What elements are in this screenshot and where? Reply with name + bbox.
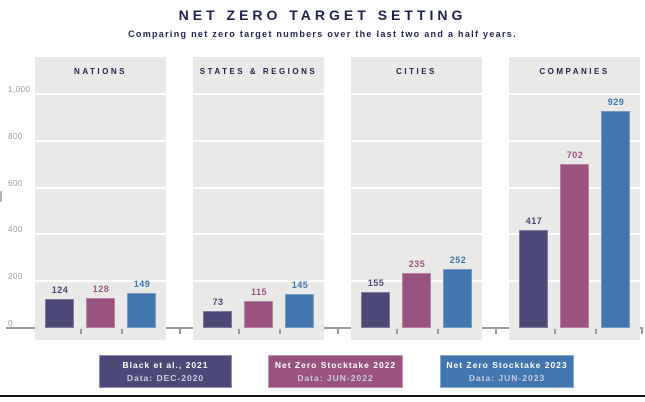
legend-series-name: Net Zero Stocktake 2022 [274,360,397,370]
axis-tick [396,329,398,334]
gridline-over-400 [30,233,642,235]
axis-tick [495,329,497,334]
legend: Black et al., 2021 Data: DEC-2020 Net Zero… [0,355,645,388]
bar-value-label: 124 [51,285,69,295]
bar-cities-series-2 [402,273,431,328]
bar-value-label: 252 [449,255,467,265]
y-axis-label-600: 600 [8,179,23,188]
y-axis-label-0: 0 [8,319,13,328]
bar-states-regions-series-3 [285,294,314,328]
bar-value-label: 155 [367,278,385,288]
category-label: COMPANIES [539,67,610,76]
y-axis-title-clipped-fragment [0,191,2,202]
axis-tick [595,329,597,334]
y-axis-label-1,000: 1,000 [8,85,31,94]
bar-value-label: 235 [408,259,426,269]
bar-value-label: 929 [607,97,625,107]
axis-tick [437,329,439,334]
chart-subtitle: Comparing net zero target numbers over t… [128,29,517,39]
bar-nations-series-2 [86,298,115,328]
bar-value-label: 145 [291,280,309,290]
axis-tick [337,329,339,334]
axis-tick [121,329,123,334]
bar-nations-series-1 [45,299,74,328]
plot-area: NATIONS STATES & REGIONS CITIES COMPANIES 0 2… [0,57,643,340]
bar-companies-series-3 [601,111,630,328]
category-label: NATIONS [74,67,127,76]
bar-value-label: 417 [525,216,543,226]
category-panel-1: NATIONS [35,57,166,340]
legend-series-name: Black et al., 2021 [122,360,209,370]
bar-cities-series-3 [443,269,472,328]
bar-nations-series-3 [127,293,156,328]
legend-item-1: Black et al., 2021 Data: DEC-2020 [99,355,232,388]
chart-title: NET ZERO TARGET SETTING [178,7,467,23]
legend-series-name: Net Zero Stocktake 2023 [446,360,568,370]
legend-item-2: Net Zero Stocktake 2022 Data: JUN-2022 [268,355,403,388]
y-axis-label-800: 800 [8,132,23,141]
bar-companies-series-2 [560,164,589,328]
bar-value-label: 73 [212,297,224,307]
bar-cities-series-1 [361,292,390,328]
gridline-over-800 [30,140,642,142]
bar-value-label: 149 [133,279,151,289]
legend-data-note: Data: DEC-2020 [126,373,205,383]
axis-tick [179,329,181,334]
y-axis-label-400: 400 [8,225,23,234]
bar-states-regions-series-2 [244,301,273,328]
legend-data-note: Data: JUN-2022 [297,373,374,383]
bar-value-label: 128 [92,284,110,294]
category-panel-2: STATES & REGIONS [193,57,324,340]
y-axis-label-200: 200 [8,272,23,281]
category-label: STATES & REGIONS [199,67,318,76]
legend-data-note: Data: JUN-2023 [468,373,546,383]
bar-companies-series-1 [519,230,548,328]
gridline-over-600 [30,187,642,189]
legend-item-3: Net Zero Stocktake 2023 Data: JUN-2023 [440,355,574,388]
axis-tick [279,329,281,334]
axis-tick [238,329,240,334]
category-label: CITIES [396,67,437,76]
bar-value-label: 702 [566,150,584,160]
bar-value-label: 115 [250,287,268,297]
x-axis-line [6,327,643,329]
axis-tick [641,329,643,334]
bar-states-regions-series-1 [203,311,232,328]
gridline-over-1,000 [30,93,642,95]
gridline-over-200 [30,280,642,282]
axis-tick [554,329,556,334]
axis-tick [80,329,82,334]
bottom-border [0,395,645,397]
